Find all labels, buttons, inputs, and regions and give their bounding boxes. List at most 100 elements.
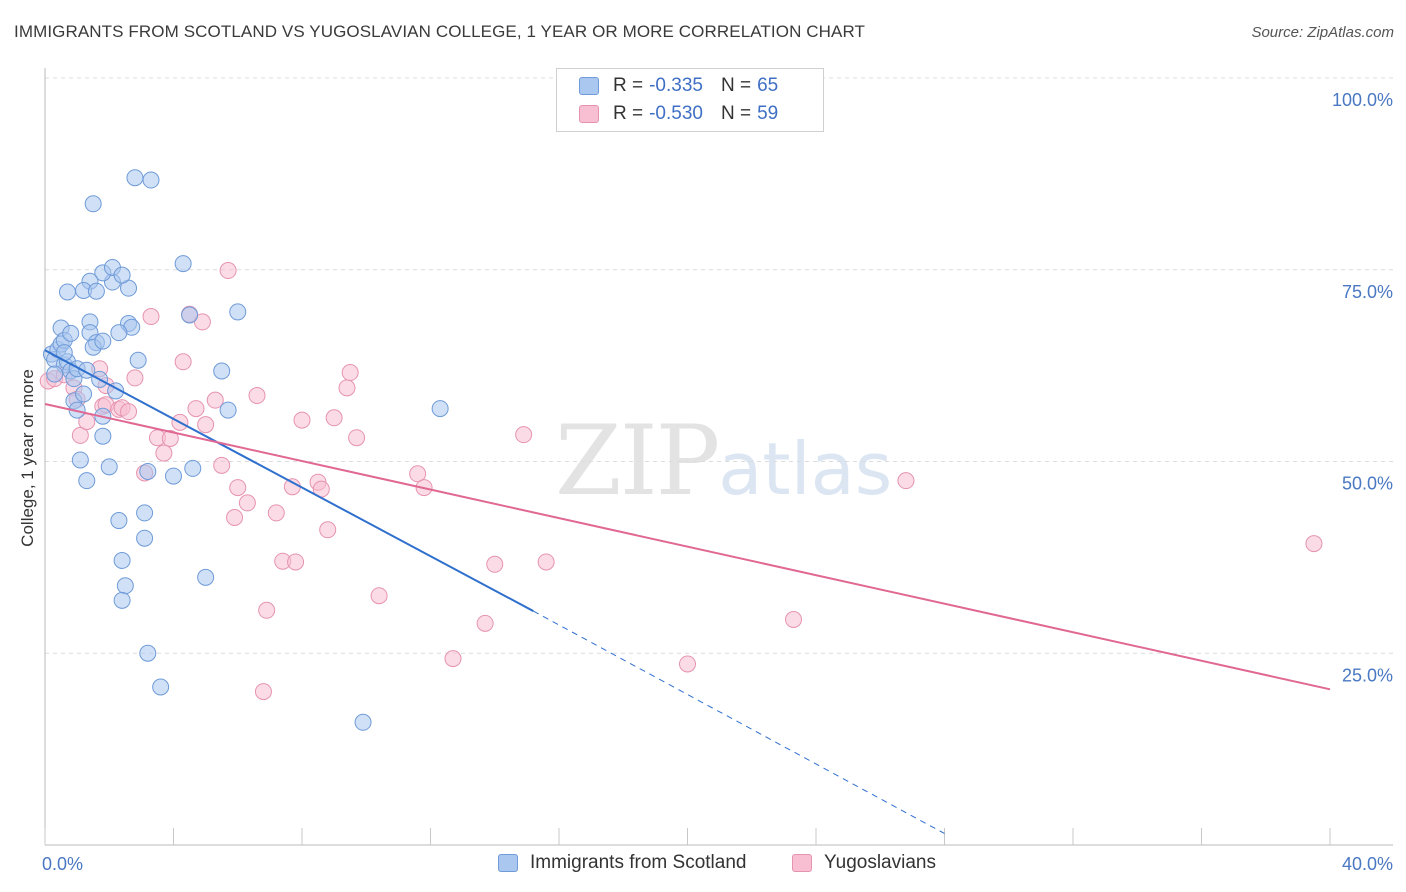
scotland-point (84, 195, 102, 213)
scotland-point (129, 351, 147, 369)
legend-r-label: R = (613, 75, 644, 96)
scotland-point (87, 282, 105, 300)
scotland-point (100, 458, 118, 476)
source-label: Source: ZipAtlas.com (1251, 24, 1394, 41)
scotland-trend-line (44, 349, 534, 612)
scotland-point (75, 385, 93, 403)
legend-row-scotland: R = -0.335 N = 65 (579, 73, 778, 99)
y-tick-label: 100.0% (1332, 90, 1393, 110)
yugoslavians-point (161, 429, 179, 447)
yugoslavians-point (197, 416, 215, 434)
scotland-point (213, 362, 231, 380)
scotland-point (113, 266, 131, 284)
scotland-point (113, 551, 131, 569)
trend-lines (44, 349, 1331, 834)
yugoslavians-point (325, 409, 343, 427)
legend: R = -0.335 N = 65 R = -0.530 N = 59 (556, 68, 824, 132)
legend-n-label: N = (720, 103, 752, 124)
yugoslavians-point (213, 456, 231, 474)
scotland-point (58, 283, 76, 301)
bottom-legend-label-scotland: Immigrants from Scotland (530, 852, 747, 873)
legend-r-label: R = (613, 103, 644, 124)
yugoslavians-point (444, 650, 462, 668)
y-axis-label: College, 1 year or more (18, 369, 37, 547)
scotland-point (94, 332, 112, 350)
yugoslavians-point (120, 403, 138, 421)
yugoslavians-point (142, 308, 160, 326)
yugoslavians-point (206, 391, 224, 409)
yugoslavians-point (267, 504, 285, 522)
scotland-point (113, 591, 131, 609)
scotland-point (229, 303, 247, 321)
legend-n-value: 59 (757, 103, 779, 124)
bottom-legend-label-yugoslavians: Yugoslavians (824, 852, 936, 873)
yugoslavians-point (226, 508, 244, 526)
yugoslavians-point (1305, 535, 1323, 553)
bottom-legend-swatch-scotland (498, 854, 518, 872)
scotland-point (174, 255, 192, 273)
legend-n-label: N = (720, 75, 752, 96)
scotland-point (181, 306, 199, 324)
yugoslavians-point (476, 614, 494, 632)
yugoslavians-point (319, 521, 337, 539)
x-tick-label-min: 0.0% (42, 854, 83, 874)
yugoslavians-point (679, 655, 696, 673)
legend-row-yugoslavians: R = -0.530 N = 59 (579, 101, 778, 127)
scotland-point (219, 401, 237, 419)
scotland-point (110, 324, 128, 342)
scotland-point (139, 644, 157, 662)
scotland-point (94, 427, 112, 445)
yugoslavians-point (219, 262, 237, 280)
yugoslavians-point (293, 411, 311, 429)
yugoslavians-point (155, 444, 173, 462)
scotland-trend-extension (533, 610, 945, 834)
y-tick-label: 50.0% (1342, 474, 1393, 494)
x-tick-label-max: 40.0% (1342, 854, 1393, 874)
yugoslavians-point (537, 553, 555, 571)
bottom-legend-scotland: Immigrants from Scotland (498, 852, 746, 874)
bottom-legend: Immigrants from Scotland Yugoslavians (0, 852, 1406, 878)
yugoslavians-point (248, 387, 266, 405)
yugoslavians-point (71, 426, 89, 444)
yugoslavians-points (39, 262, 1323, 701)
scotland-point (110, 512, 128, 530)
scotland-point (165, 467, 182, 485)
legend-swatch-yugoslavians (579, 105, 599, 123)
scotland-point (136, 529, 154, 547)
yugoslavians-point (348, 429, 366, 447)
y-tick-label: 75.0% (1342, 282, 1393, 302)
yugoslavians-trend-line (44, 402, 1331, 691)
scotland-point (46, 365, 64, 383)
yugoslavians-point (287, 553, 305, 571)
yugoslavians-point (254, 683, 272, 701)
scotland-point (116, 577, 134, 595)
scotland-point (71, 451, 89, 469)
scotland-point (184, 459, 202, 477)
scotland-point (142, 171, 160, 189)
yugoslavians-point (283, 478, 301, 496)
scotland-point (197, 568, 215, 586)
yugoslavians-point (409, 465, 427, 483)
scotland-point (126, 169, 144, 187)
yugoslavians-point (258, 601, 276, 619)
yugoslavians-point (370, 587, 388, 605)
yugoslavians-point (238, 494, 256, 512)
watermark-atlas: atlas (718, 427, 893, 511)
chart-title: IMMIGRANTS FROM SCOTLAND VS YUGOSLAVIAN … (14, 22, 866, 41)
y-tick-labels: 100.0% 75.0% 50.0% 25.0% (1332, 90, 1393, 685)
scotland-point (431, 400, 449, 418)
legend-swatch-scotland (579, 77, 599, 95)
bottom-legend-yugoslavians: Yugoslavians (792, 852, 936, 874)
legend-r-value: -0.530 (649, 103, 703, 124)
yugoslavians-point (341, 364, 359, 382)
legend-r-value: -0.335 (649, 75, 703, 96)
bottom-legend-swatch-yugoslavians (792, 854, 812, 872)
legend-n-value: 65 (757, 75, 779, 96)
yugoslavians-point (785, 611, 803, 629)
scotland-point (136, 504, 154, 522)
scotland-point (78, 472, 96, 490)
scotland-point (152, 678, 170, 696)
yugoslavians-point (515, 426, 533, 444)
scotland-point (139, 462, 157, 480)
